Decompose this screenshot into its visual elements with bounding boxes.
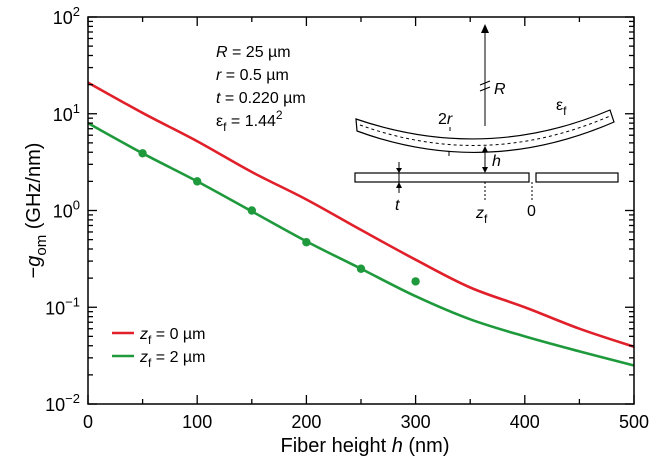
param-text: t = 0.220 µm xyxy=(216,90,306,107)
waveguide-right xyxy=(535,172,619,183)
label-zf: zf xyxy=(475,205,488,226)
y-axis-label: −gom (GHz/nm) xyxy=(23,143,50,279)
axis-break xyxy=(479,80,491,92)
x-tick-label: 0 xyxy=(83,412,93,432)
arrow-head xyxy=(396,168,402,173)
x-tick-label: 500 xyxy=(619,412,649,432)
legend-label: zf = 0 µm xyxy=(139,326,205,347)
label-R: R xyxy=(494,81,506,98)
y-tick-label: 102 xyxy=(53,4,80,28)
waveguide-left xyxy=(354,172,530,183)
y-tick-label: 10−1 xyxy=(45,294,80,318)
legend-label: zf = 2 µm xyxy=(139,349,205,370)
y-tick-label: 10−2 xyxy=(45,391,80,415)
x-tick-label: 300 xyxy=(401,412,431,432)
data-point xyxy=(411,277,420,286)
data-point xyxy=(193,177,202,186)
arrow-head xyxy=(396,182,402,188)
data-point xyxy=(138,149,147,158)
y-tick-label: 100 xyxy=(53,198,80,222)
fiber-centerline xyxy=(359,115,611,146)
series-line-zf0 xyxy=(87,81,635,349)
x-tick-label: 400 xyxy=(510,412,540,432)
param-text: R = 25 µm xyxy=(216,44,291,61)
y-tick-label: 101 xyxy=(53,101,80,125)
label-zero: 0 xyxy=(527,203,536,220)
x-tick-label: 100 xyxy=(182,412,212,432)
x-axis-label: Fiber height h (nm) xyxy=(281,435,450,457)
param-text: r = 0.5 µm xyxy=(216,67,289,84)
arrow-head xyxy=(482,167,488,173)
data-point xyxy=(302,238,311,247)
data-point xyxy=(247,206,256,215)
plot-frame xyxy=(87,16,635,405)
data-point xyxy=(356,264,366,273)
arrow-head xyxy=(481,24,489,33)
curved-fiber xyxy=(355,109,615,154)
fiber-schematic: R 2r εf h t zf 0 xyxy=(354,24,619,226)
param-text: εf = 1.442 xyxy=(216,108,283,134)
label-t: t xyxy=(395,197,400,214)
x-tick-label: 200 xyxy=(291,412,321,432)
label-2r: 2r xyxy=(438,111,453,128)
arrow-head xyxy=(482,146,488,152)
label-h: h xyxy=(492,153,501,170)
label-eps: εf xyxy=(556,97,567,118)
